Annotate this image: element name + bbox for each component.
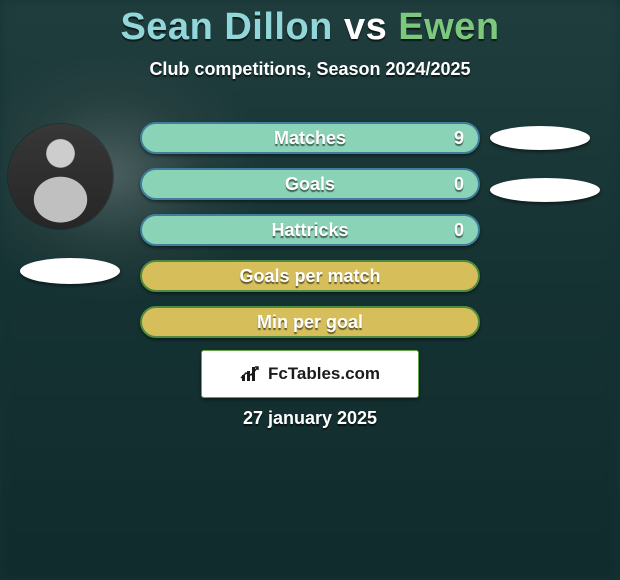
player1-name: Sean Dillon — [120, 6, 332, 48]
stat-value: 9 — [454, 128, 464, 149]
date-text: 27 january 2025 — [0, 408, 620, 429]
player1-shadow-ellipse — [20, 258, 120, 284]
stat-label: Min per goal — [257, 312, 363, 333]
player2-name: Ewen — [398, 6, 499, 48]
stat-row-matches: Matches 9 — [140, 122, 480, 154]
brand-text: FcTables.com — [268, 364, 380, 384]
page-title: Sean Dillon vs Ewen — [0, 0, 620, 49]
stat-label: Goals — [285, 174, 335, 195]
stat-row-goals: Goals 0 — [140, 168, 480, 200]
stat-row-goals-per-match: Goals per match — [140, 260, 480, 292]
brand-badge: FcTables.com — [201, 350, 419, 398]
stat-value: 0 — [454, 174, 464, 195]
bar-chart-icon — [240, 365, 262, 383]
stat-row-min-per-goal: Min per goal — [140, 306, 480, 338]
stats-rows: Matches 9 Goals 0 Hattricks 0 Goals per … — [140, 122, 480, 338]
content-root: Sean Dillon vs Ewen Club competitions, S… — [0, 0, 620, 580]
vs-text: vs — [344, 6, 387, 48]
player2-ellipse-1 — [490, 126, 590, 150]
stat-label: Matches — [274, 128, 346, 149]
stat-value: 0 — [454, 220, 464, 241]
player2-ellipse-2 — [490, 178, 600, 202]
subtitle-text: Club competitions, Season 2024/2025 — [0, 59, 620, 80]
stat-label: Goals per match — [239, 266, 380, 287]
stat-label: Hattricks — [271, 220, 348, 241]
player1-avatar — [8, 124, 113, 229]
stat-row-hattricks: Hattricks 0 — [140, 214, 480, 246]
